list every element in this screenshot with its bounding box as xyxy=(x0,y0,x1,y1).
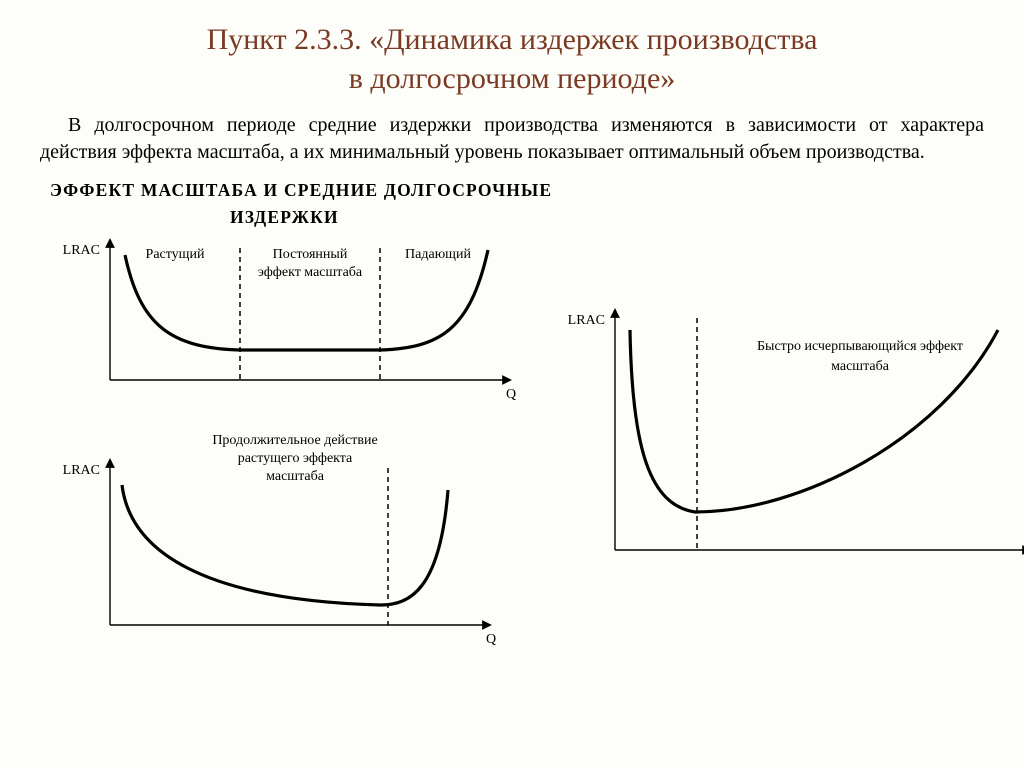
svg-text:Q: Q xyxy=(486,632,496,647)
section-heading-line2: ИЗДЕРЖКИ xyxy=(230,207,994,228)
svg-text:Падающий: Падающий xyxy=(405,247,471,262)
svg-text:Продолжительное действие: Продолжительное действие xyxy=(212,433,377,448)
chart-fast-exhausting: LRAC Q Быстро исчерпывающийся эффект мас… xyxy=(550,290,1024,600)
svg-text:Быстро исчерпывающийся эффект: Быстро исчерпывающийся эффект xyxy=(757,339,963,354)
chart-prolonged-growing: LRAC Q Продолжительное действие растущег… xyxy=(40,430,540,650)
chart1-svg: LRAC Q Растущий Постоянный эффект масшта… xyxy=(40,230,540,420)
svg-text:LRAC: LRAC xyxy=(63,463,100,478)
section-heading-line1: ЭФФЕКТ МАСШТАБА И СРЕДНИЕ ДОЛГОСРОЧНЫЕ xyxy=(50,180,994,201)
slide: Пункт 2.3.3. «Динамика издержек производ… xyxy=(0,0,1024,768)
svg-text:масштаба: масштаба xyxy=(831,359,890,374)
svg-text:растущего эффекта: растущего эффекта xyxy=(238,451,353,466)
svg-text:Растущий: Растущий xyxy=(146,247,205,262)
title-line2: в долгосрочном периоде» xyxy=(349,62,676,95)
body-paragraph: В долгосрочном периоде средние издержки … xyxy=(40,112,984,166)
chart3-svg: LRAC Q Быстро исчерпывающийся эффект мас… xyxy=(550,290,1024,600)
svg-text:масштаба: масштаба xyxy=(266,469,325,484)
svg-text:Постоянный: Постоянный xyxy=(273,247,348,262)
charts-area: LRAC Q Растущий Постоянный эффект масшта… xyxy=(30,230,994,700)
svg-text:LRAC: LRAC xyxy=(568,313,605,328)
chart2-svg: LRAC Q Продолжительное действие растущег… xyxy=(40,430,540,650)
svg-text:Q: Q xyxy=(506,387,516,402)
title-line1: Пункт 2.3.3. «Динамика издержек производ… xyxy=(207,23,818,56)
svg-text:эффект масштаба: эффект масштаба xyxy=(258,265,363,280)
slide-title: Пункт 2.3.3. «Динамика издержек производ… xyxy=(30,20,994,98)
svg-text:LRAC: LRAC xyxy=(63,243,100,258)
chart-scale-effect-main: LRAC Q Растущий Постоянный эффект масшта… xyxy=(40,230,540,420)
